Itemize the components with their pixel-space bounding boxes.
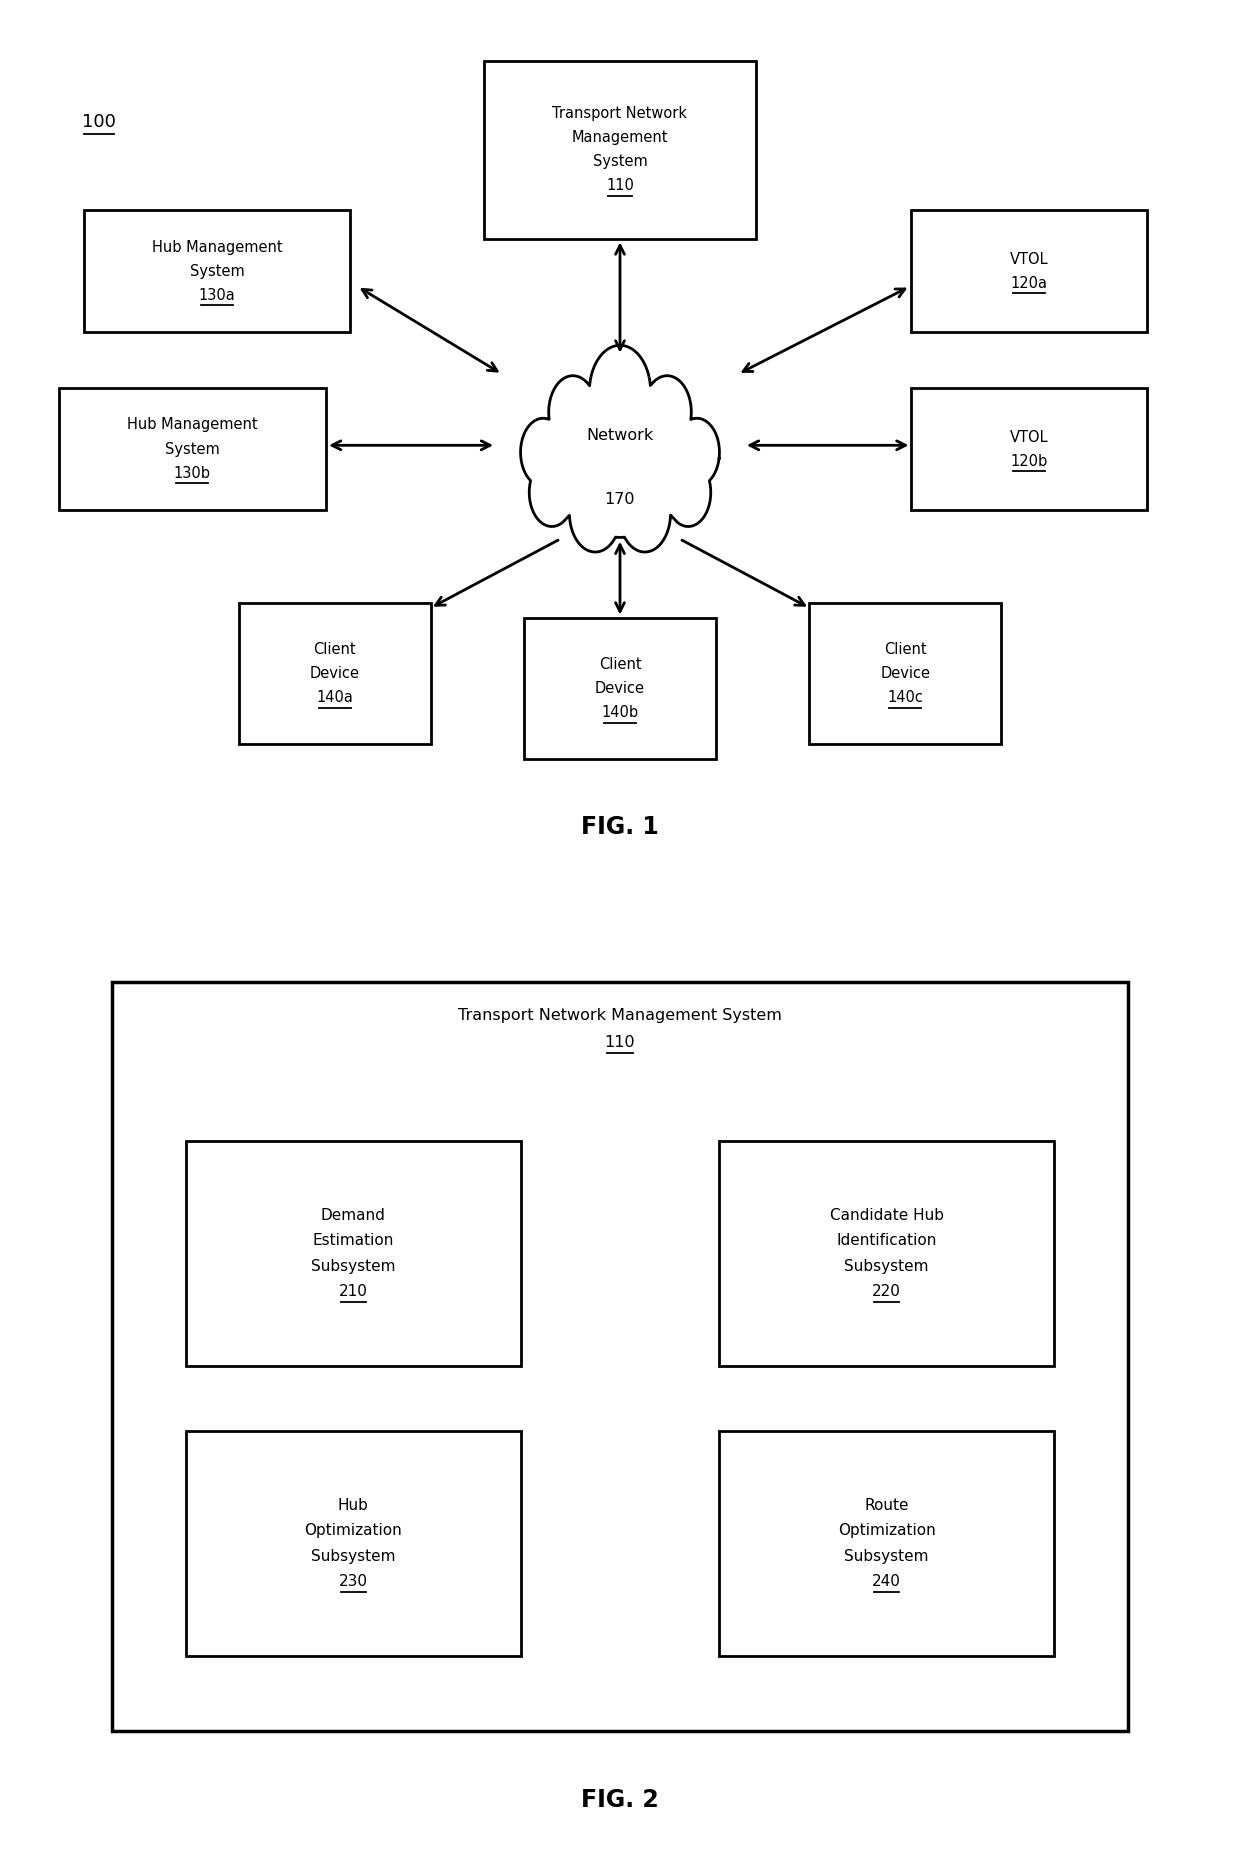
Text: 220: 220 bbox=[872, 1284, 901, 1298]
Text: 110: 110 bbox=[606, 178, 634, 193]
Bar bbox=[911, 211, 1147, 333]
Text: Transport Network: Transport Network bbox=[553, 107, 687, 122]
Text: 240: 240 bbox=[872, 1574, 901, 1588]
Bar bbox=[523, 619, 717, 760]
Text: 100: 100 bbox=[82, 112, 117, 131]
Circle shape bbox=[575, 404, 665, 537]
Bar bbox=[719, 1141, 1054, 1366]
Circle shape bbox=[549, 376, 596, 449]
Text: VTOL: VTOL bbox=[1009, 253, 1049, 268]
Text: Candidate Hub: Candidate Hub bbox=[830, 1209, 944, 1224]
Bar bbox=[83, 211, 350, 333]
Text: VTOL: VTOL bbox=[1009, 430, 1049, 445]
Text: Hub: Hub bbox=[339, 1499, 368, 1514]
Text: Subsystem: Subsystem bbox=[311, 1549, 396, 1564]
Text: Route: Route bbox=[864, 1499, 909, 1514]
Text: FIG. 2: FIG. 2 bbox=[582, 1789, 658, 1811]
Text: Device: Device bbox=[310, 666, 360, 681]
Text: 130b: 130b bbox=[174, 466, 211, 481]
Circle shape bbox=[619, 473, 671, 552]
Bar bbox=[186, 1431, 521, 1656]
Text: Subsystem: Subsystem bbox=[844, 1549, 929, 1564]
Text: System: System bbox=[165, 442, 219, 457]
Text: Optimization: Optimization bbox=[838, 1523, 935, 1538]
Text: System: System bbox=[593, 153, 647, 168]
Text: 120b: 120b bbox=[1011, 453, 1048, 468]
Circle shape bbox=[644, 376, 692, 449]
Text: 140c: 140c bbox=[888, 690, 923, 705]
Text: 170: 170 bbox=[605, 492, 635, 507]
Text: Optimization: Optimization bbox=[305, 1523, 402, 1538]
Text: Hub Management: Hub Management bbox=[126, 417, 258, 432]
Text: Management: Management bbox=[572, 131, 668, 146]
Bar bbox=[719, 1431, 1054, 1656]
Text: 230: 230 bbox=[339, 1574, 368, 1588]
Text: Client: Client bbox=[884, 642, 926, 657]
Circle shape bbox=[666, 458, 711, 526]
Text: Hub Management: Hub Management bbox=[151, 239, 283, 254]
Text: 130a: 130a bbox=[198, 288, 236, 303]
Text: Identification: Identification bbox=[837, 1233, 936, 1248]
Bar bbox=[112, 982, 1128, 1731]
Text: Client: Client bbox=[599, 657, 641, 672]
Polygon shape bbox=[521, 346, 719, 552]
Circle shape bbox=[569, 473, 621, 552]
Circle shape bbox=[529, 458, 574, 526]
Text: 210: 210 bbox=[339, 1284, 368, 1298]
Text: Estimation: Estimation bbox=[312, 1233, 394, 1248]
Circle shape bbox=[589, 346, 651, 438]
Circle shape bbox=[675, 419, 719, 486]
Text: Subsystem: Subsystem bbox=[311, 1259, 396, 1274]
Text: Device: Device bbox=[595, 681, 645, 696]
Bar bbox=[808, 604, 1002, 743]
Text: Subsystem: Subsystem bbox=[844, 1259, 929, 1274]
Text: FIG. 1: FIG. 1 bbox=[582, 816, 658, 838]
Bar bbox=[60, 389, 325, 509]
Text: 110: 110 bbox=[605, 1035, 635, 1050]
Bar bbox=[186, 1141, 521, 1366]
Text: Network: Network bbox=[587, 428, 653, 443]
Text: 140a: 140a bbox=[316, 690, 353, 705]
Text: Transport Network Management System: Transport Network Management System bbox=[458, 1008, 782, 1023]
Text: Demand: Demand bbox=[321, 1209, 386, 1224]
Circle shape bbox=[521, 419, 565, 486]
Text: System: System bbox=[190, 264, 244, 279]
Text: 120a: 120a bbox=[1011, 275, 1048, 290]
Bar bbox=[484, 62, 756, 239]
Bar bbox=[238, 604, 432, 743]
Text: Client: Client bbox=[314, 642, 356, 657]
Text: 140b: 140b bbox=[601, 705, 639, 720]
Bar bbox=[911, 389, 1147, 509]
Text: Device: Device bbox=[880, 666, 930, 681]
